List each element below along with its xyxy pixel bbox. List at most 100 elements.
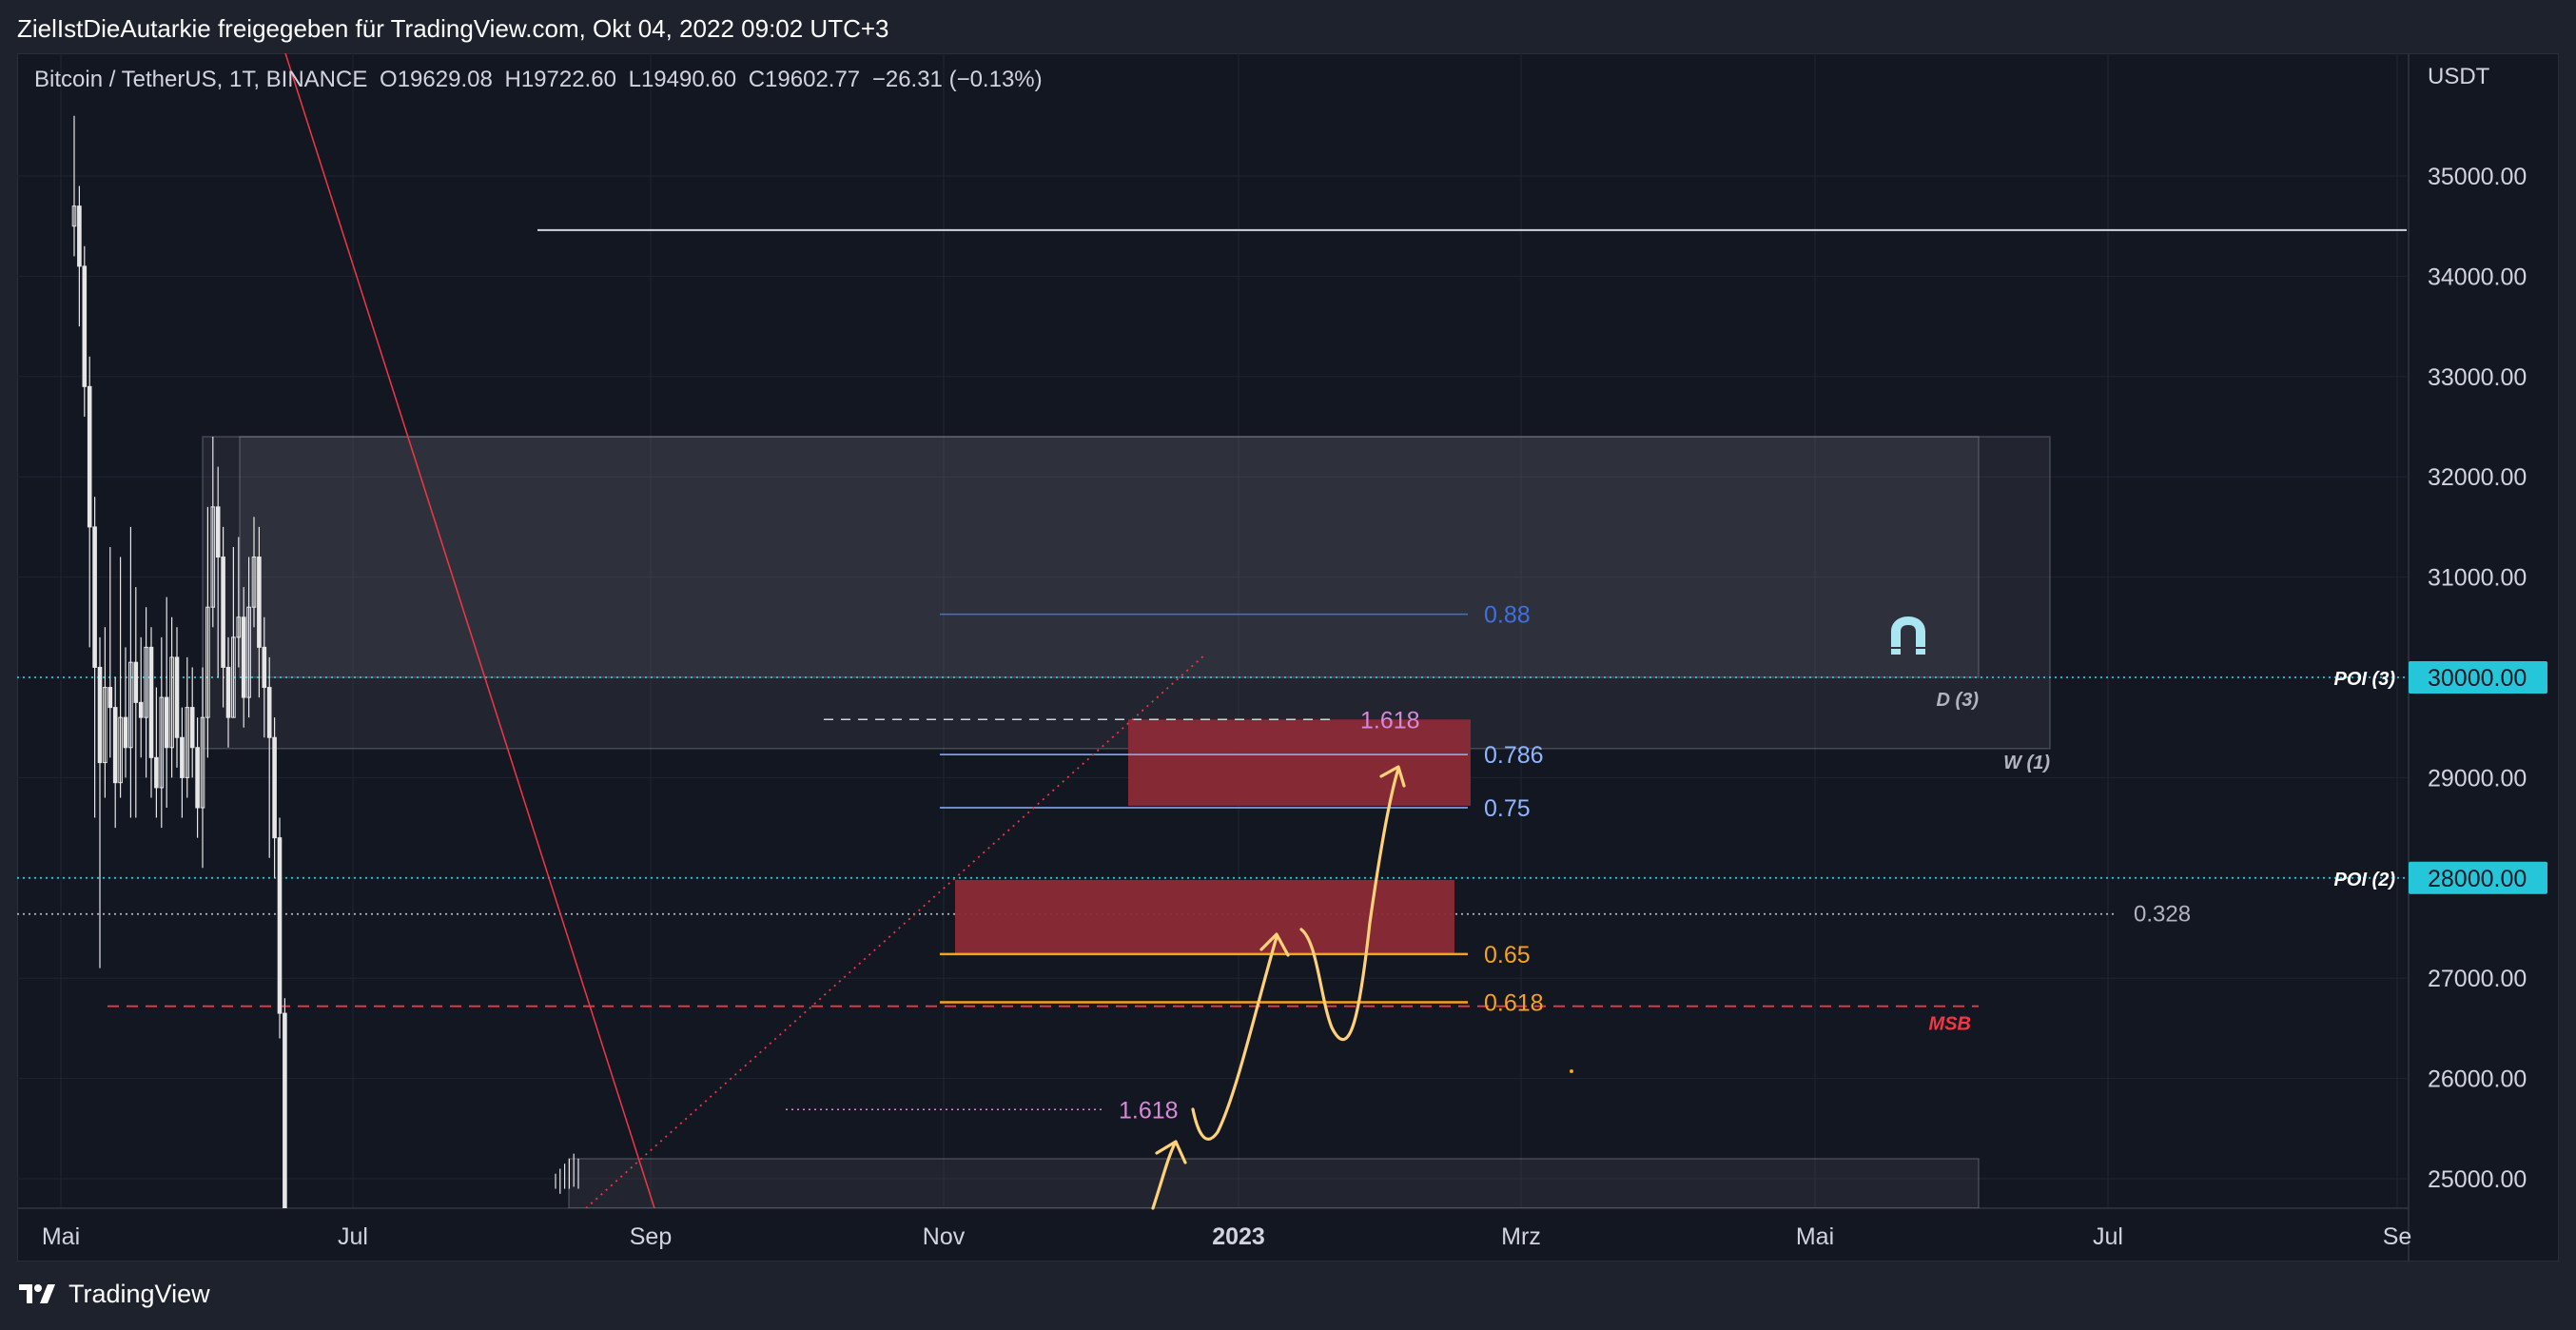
candle-body xyxy=(123,716,128,749)
fib-label-2: 0.786 xyxy=(1484,742,1544,769)
price-tick-label: 34000.00 xyxy=(2428,264,2527,290)
legend-low: L19490.60 xyxy=(628,67,737,92)
daily-zone-label: D (3) xyxy=(1937,690,1980,711)
candle-body xyxy=(189,707,195,749)
candle-body xyxy=(277,837,283,1014)
fib-label-5: 0.618 xyxy=(1484,989,1544,1016)
candle-body xyxy=(128,661,133,749)
lower-zone xyxy=(568,1158,1980,1208)
price-tag-value: 28000.00 xyxy=(2428,866,2527,892)
hand-drawn-arrow-0 xyxy=(1151,1140,1178,1210)
lower-supply xyxy=(955,879,1454,955)
price-tick-label: 31000.00 xyxy=(2428,565,2527,592)
candle-body xyxy=(159,696,165,789)
candle-body xyxy=(148,646,154,758)
candle-body xyxy=(92,526,97,668)
chart-frame[interactable] xyxy=(17,53,2559,1262)
candle-body xyxy=(236,616,242,638)
upper-supply xyxy=(1128,719,1471,806)
trendline-red xyxy=(284,53,655,1208)
candle-body xyxy=(133,661,139,703)
weekly-zone-label: W (1) xyxy=(2003,753,2050,773)
candle-body xyxy=(180,736,185,778)
candle-body xyxy=(200,716,205,809)
candle-body xyxy=(103,687,107,764)
candle-body xyxy=(185,707,190,778)
price-tick-label: 32000.00 xyxy=(2428,464,2527,491)
candle-body xyxy=(221,557,225,668)
candle-body xyxy=(225,666,231,718)
candle-body xyxy=(97,666,103,764)
arrow-head-0 xyxy=(1155,1140,1187,1164)
price-tag-1 xyxy=(2409,861,2547,894)
candle-body xyxy=(262,646,267,689)
fib-label-6: 1.618 xyxy=(1119,1097,1179,1124)
hand-drawn-arrow-2 xyxy=(1299,767,1400,1042)
legend-open: O19629.08 xyxy=(380,67,493,92)
candle-body xyxy=(174,656,180,738)
candle-body xyxy=(246,606,251,698)
candle-body xyxy=(283,1012,287,1208)
fib-label-4: 0.65 xyxy=(1484,942,1531,968)
trendline-red-dotted xyxy=(585,653,1207,1208)
time-tick-label: Jul xyxy=(338,1223,368,1250)
price-axis-unit: USDT xyxy=(2428,64,2490,89)
price-tick-label: 29000.00 xyxy=(2428,765,2527,792)
time-tick-label: Mai xyxy=(1796,1223,1834,1250)
candle-body xyxy=(82,265,88,387)
price-tick-label: 26000.00 xyxy=(2428,1066,2527,1093)
legend-symbol: Bitcoin / TetherUS, 1T, BINANCE xyxy=(34,67,368,92)
candle-body xyxy=(205,606,210,718)
time-tick-label: Sep xyxy=(630,1223,672,1250)
symbol-legend: Bitcoin / TetherUS, 1T, BINANCE O19629.0… xyxy=(34,67,1048,93)
weekly-zone xyxy=(202,436,2051,750)
price-tick-label: 25000.00 xyxy=(2428,1166,2527,1193)
price-tag-label: POI (3) xyxy=(2334,669,2396,690)
price-tick-label: 27000.00 xyxy=(2428,966,2527,992)
fib-label-0: 0.88 xyxy=(1484,602,1531,629)
candle-body xyxy=(71,205,77,227)
msb-label: MSB xyxy=(1929,1014,1971,1035)
candle-body xyxy=(241,616,246,698)
candle-body xyxy=(144,646,148,718)
level-0328-label: 0.328 xyxy=(2134,902,2191,928)
time-tick-label: Mrz xyxy=(1501,1223,1541,1250)
daily-zone xyxy=(239,436,1980,678)
time-tick-label: Jul xyxy=(2093,1223,2123,1250)
candle-body xyxy=(118,716,123,784)
attribution-header: ZielIstDieAutarkie freigegeben für Tradi… xyxy=(0,0,2576,53)
candle-body xyxy=(257,557,262,648)
candle-body xyxy=(154,756,159,789)
candle-body xyxy=(138,701,144,718)
candle-body xyxy=(251,557,257,608)
time-tick-label: 2023 xyxy=(1212,1223,1265,1250)
hand-drawn-arrow-1 xyxy=(1191,935,1278,1141)
legend-change: −26.31 (−0.13%) xyxy=(871,67,1043,92)
legend-high: H19722.60 xyxy=(504,67,616,92)
magnet-icon[interactable] xyxy=(1891,616,1925,655)
time-tick-label: Se xyxy=(2383,1223,2412,1250)
attribution-text: ZielIstDieAutarkie freigegeben für Tradi… xyxy=(17,14,889,43)
candle-body xyxy=(272,736,277,839)
price-tag-label: POI (2) xyxy=(2334,870,2396,890)
price-tick-label: 33000.00 xyxy=(2428,364,2527,391)
candle-body xyxy=(169,656,174,749)
marker-dot xyxy=(1570,1069,1573,1073)
time-tick-label: Mai xyxy=(42,1223,80,1250)
candle-body xyxy=(215,506,221,558)
arrow-head-1 xyxy=(1259,932,1290,957)
candle-body xyxy=(112,707,118,784)
price-tick-label: 35000.00 xyxy=(2428,164,2527,190)
time-tick-label: Nov xyxy=(923,1223,966,1250)
legend-close: C19602.77 xyxy=(748,67,861,92)
arrow-head-2 xyxy=(1379,765,1406,788)
fib-label-1: 1.618 xyxy=(1360,707,1420,733)
price-tag-0 xyxy=(2409,661,2547,694)
candle-body xyxy=(107,687,113,709)
tradingview-logo-icon xyxy=(19,1284,55,1303)
candle-body xyxy=(164,696,169,749)
candle-body xyxy=(210,506,216,608)
candle-body xyxy=(266,687,272,738)
footer-branding[interactable]: TradingView xyxy=(17,1275,210,1313)
